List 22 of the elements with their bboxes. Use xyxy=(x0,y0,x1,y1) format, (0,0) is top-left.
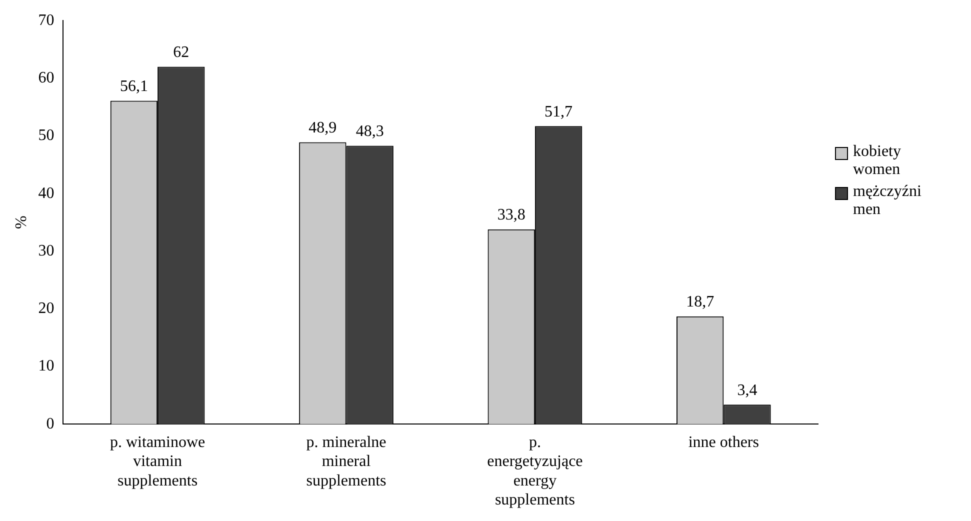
y-tick-label: 0 xyxy=(46,415,54,432)
legend-label: mężczyźni men xyxy=(853,183,922,219)
x-tick-label: p. mineralne mineral supplements xyxy=(306,434,386,490)
y-tick-label: 50 xyxy=(38,127,54,144)
data-label: 33,8 xyxy=(497,206,526,224)
data-label: 51,7 xyxy=(544,103,573,120)
data-label: 18,7 xyxy=(686,294,714,311)
y-tick-label: 20 xyxy=(38,300,54,318)
y-tick-label: 30 xyxy=(38,242,54,260)
data-label: 62 xyxy=(173,44,190,61)
y-tick-label: 70 xyxy=(38,12,54,29)
data-label: 48,3 xyxy=(356,122,384,140)
y-axis-title: % xyxy=(12,216,30,230)
y-tick-label: 60 xyxy=(38,69,54,86)
x-tick-label: p. witaminowe vitamin supplements xyxy=(110,434,206,490)
data-label: 3,4 xyxy=(737,382,758,399)
y-tick-label: 10 xyxy=(38,358,54,375)
data-label: 48,9 xyxy=(308,119,337,136)
x-tick-label: inne others xyxy=(688,434,759,452)
y-tick-label: 40 xyxy=(38,184,54,202)
x-tick-label: p. energetyzujące energy supplements xyxy=(487,434,583,509)
data-label: 56,1 xyxy=(120,78,148,95)
